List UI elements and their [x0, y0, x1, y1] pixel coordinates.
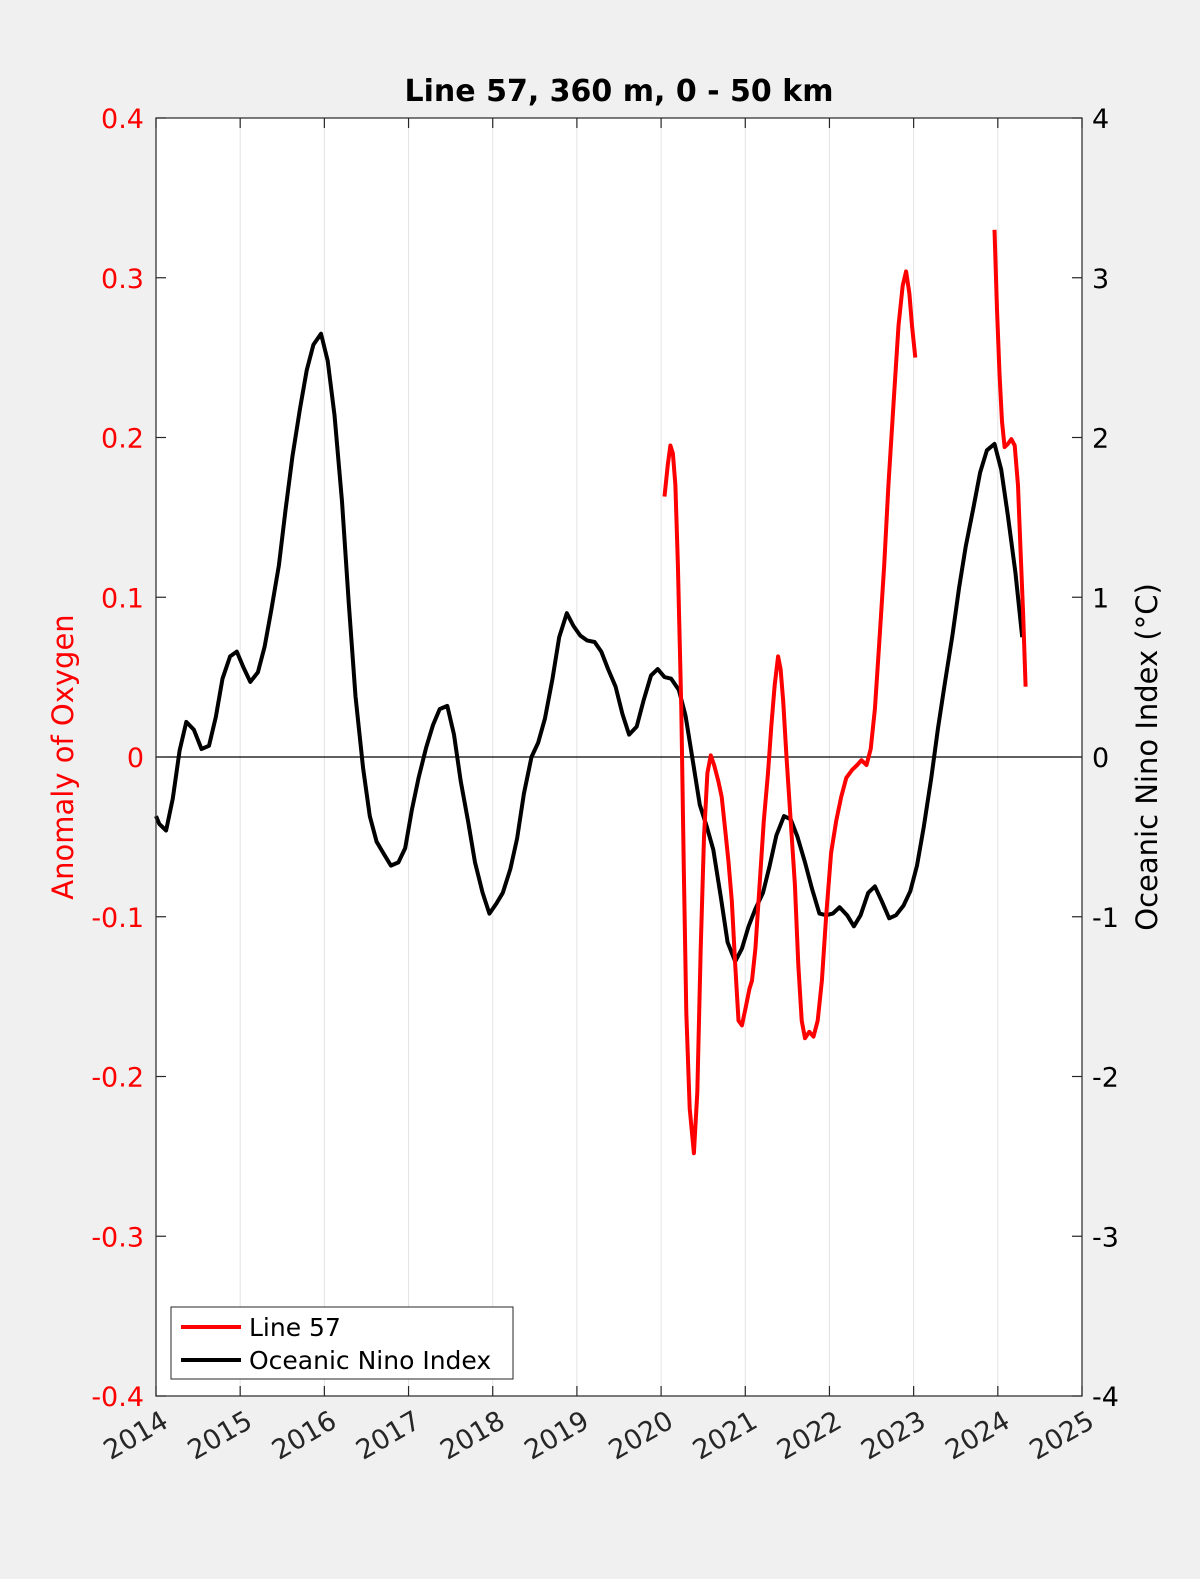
y-right-tick-label: 0	[1092, 743, 1109, 774]
y-right-tick-label: -3	[1092, 1222, 1119, 1253]
x-tick-label: 2014	[98, 1405, 173, 1466]
line57-series-line	[662, 269, 918, 1156]
x-tick-label: 2021	[688, 1405, 763, 1466]
y-left-tick-label: -0.1	[91, 903, 144, 934]
x-tick-label: 2023	[856, 1405, 931, 1466]
legend-box	[170, 1306, 514, 1380]
y-right-tick-label: 2	[1092, 424, 1109, 455]
y-left-tick-label: 0	[127, 743, 144, 774]
series-lines	[154, 229, 1028, 1156]
x-tick-label: 2019	[519, 1405, 594, 1466]
x-tick-label: 2022	[772, 1405, 847, 1466]
y-left-tick-label: 0.4	[101, 104, 144, 135]
y-right-axis-ticks: 4 3 2 1 0 -1 -2 -3 -4	[1072, 104, 1119, 1413]
x-tick-label: 2024	[940, 1405, 1015, 1466]
x-tick-label: 2018	[435, 1405, 510, 1466]
y-left-tick-label: -0.4	[91, 1382, 144, 1413]
y-left-tick-label: 0.1	[101, 583, 144, 614]
oni-series-line	[154, 331, 1025, 964]
x-tick-label: 2020	[604, 1405, 679, 1466]
legend-line57-label: Line 57	[249, 1313, 341, 1342]
line57-series-line	[992, 229, 1028, 687]
chart-title: Line 57, 360 m, 0 - 50 km	[405, 74, 834, 109]
y-left-tick-label: -0.3	[91, 1222, 144, 1253]
y-left-axis-label: Anomaly of Oxygen	[46, 614, 80, 899]
y-right-tick-label: -2	[1092, 1063, 1119, 1094]
y-right-tick-label: 3	[1092, 264, 1109, 295]
y-right-tick-label: 4	[1092, 104, 1109, 135]
y-left-tick-label: 0.2	[101, 424, 144, 455]
y-left-axis-ticks: 0.4 0.3 0.2 0.1 0 -0.1 -0.2 -0.3 -0.4	[91, 104, 166, 1413]
x-tick-label: 2017	[351, 1405, 426, 1466]
y-right-tick-label: 1	[1092, 583, 1109, 614]
y-right-axis-label: Oceanic Nino Index (°C)	[1130, 583, 1164, 931]
y-left-tick-label: 0.3	[101, 264, 144, 295]
y-left-tick-label: -0.2	[91, 1063, 144, 1094]
legend-oni-label: Oceanic Nino Index	[249, 1346, 491, 1375]
y-right-tick-label: -1	[1092, 903, 1119, 934]
y-right-tick-label: -4	[1092, 1382, 1119, 1413]
legend: Line 57 Oceanic Nino Index	[170, 1306, 514, 1380]
x-tick-label: 2016	[267, 1405, 342, 1466]
x-tick-label: 2015	[183, 1405, 258, 1466]
x-tick-label: 2025	[1024, 1405, 1099, 1466]
